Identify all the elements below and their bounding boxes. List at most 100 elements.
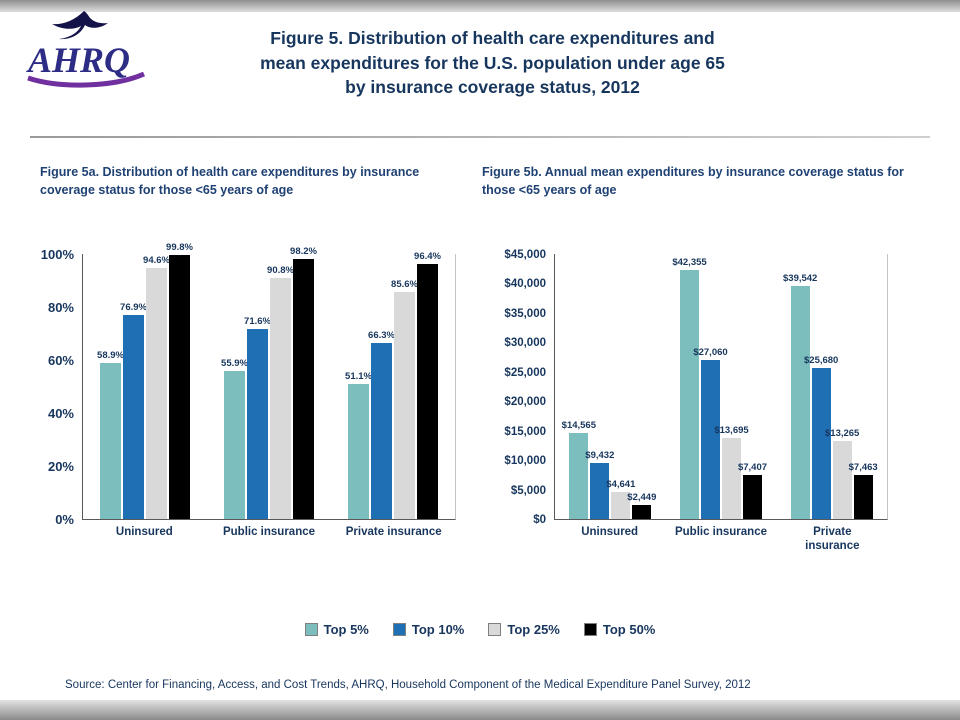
bar-unit: 55.9% xyxy=(221,358,248,519)
bar-value-label: 98.2% xyxy=(290,245,317,257)
bar-value-label: 99.8% xyxy=(166,241,193,253)
bar-top-10 xyxy=(371,343,392,519)
legend-swatch xyxy=(304,623,318,636)
bar-value-label: 71.6% xyxy=(244,316,271,328)
bar-unit: $9,432 xyxy=(585,450,614,519)
y-axis-tick-label: 100% xyxy=(40,247,74,262)
bar-value-label: $4,641 xyxy=(606,478,636,490)
y-axis-tick-label: 80% xyxy=(47,300,74,315)
x-axis-category-label: Public insurance xyxy=(222,526,316,538)
bar-unit: $25,680 xyxy=(804,355,838,519)
figure-5a-subtitle: Figure 5a. Distribution of health care e… xyxy=(40,165,420,198)
category-group: 58.9% 76.9% 94.6% 99.8% xyxy=(83,242,207,519)
header-divider-line xyxy=(30,136,930,138)
figure-title: Figure 5. Distribution of health care ex… xyxy=(200,26,785,100)
ahrq-logo-graphic: AHRQ xyxy=(26,11,146,88)
bar-unit: $27,060 xyxy=(693,347,728,519)
figure-5b-subtitle: Figure 5b. Annual mean expenditures by i… xyxy=(482,165,904,198)
y-axis-tick-label: 0% xyxy=(55,512,74,527)
legend-label: Top 5% xyxy=(323,622,369,637)
bar-top-10 xyxy=(590,463,610,519)
bar-value-label: $14,565 xyxy=(561,420,596,432)
bar-unit: $13,695 xyxy=(714,425,749,519)
bar-value-label: 51.1% xyxy=(345,370,372,382)
x-axis-category-label: Private insurance xyxy=(805,526,860,552)
bar-value-label: $7,463 xyxy=(848,462,878,474)
y-axis-tick-label: $20,000 xyxy=(504,396,546,409)
bottom-gradient-band xyxy=(0,700,960,720)
bar-value-label: 58.9% xyxy=(97,349,124,361)
plot-area: 58.9% 76.9% 94.6% 99.8% 55.9% 71.6% 90.8% 98.2%… xyxy=(82,242,456,520)
bar-unit: 96.4% xyxy=(414,251,441,519)
bar-value-label: $9,432 xyxy=(585,450,615,462)
plot-area: $14,565 $9,432 $4,641 $2,449 $42,355 $27,060 $… xyxy=(554,254,888,520)
bar-unit: $39,542 xyxy=(783,273,817,519)
legend-swatch xyxy=(392,623,406,636)
bar-unit: 99.8% xyxy=(166,242,193,519)
bar-value-label: $27,060 xyxy=(693,346,728,358)
bar-value-label: $2,449 xyxy=(627,491,657,503)
bar-value-label: 55.9% xyxy=(221,357,248,369)
logo-underline-swoosh xyxy=(27,71,146,88)
bar-unit: 51.1% xyxy=(345,371,372,519)
bar-top-10 xyxy=(123,315,144,519)
x-axis-category-label: Private insurance xyxy=(345,526,442,538)
ahrq-wordmark: AHRQ xyxy=(26,40,130,80)
y-axis-tick-label: $0 xyxy=(533,514,546,526)
bar-unit: $14,565 xyxy=(562,420,596,519)
bar-top-10 xyxy=(701,359,720,519)
bar-value-label: 66.3% xyxy=(368,330,395,342)
bar-value-label: 94.6% xyxy=(143,255,170,267)
bar-top-50 xyxy=(417,263,438,519)
bar-top-50 xyxy=(169,254,190,519)
figure-title-line-3: by insurance coverage status, 2012 xyxy=(345,77,640,97)
x-axis: Uninsured Public insurance Private insuran… xyxy=(82,520,456,554)
bar-unit: 98.2% xyxy=(290,246,317,519)
x-axis: Uninsured Public insurance Private insuran… xyxy=(554,520,888,554)
bar-top-10 xyxy=(811,367,831,519)
bar-value-label: 76.9% xyxy=(120,302,147,314)
legend-swatch xyxy=(488,623,502,636)
bar-value-label: $13,265 xyxy=(825,427,860,439)
y-axis-tick-label: $5,000 xyxy=(510,484,546,497)
bar-top-5 xyxy=(348,383,369,519)
bar-top-5 xyxy=(224,370,245,519)
bar-unit: 85.6% xyxy=(391,279,418,519)
bar-top-25 xyxy=(394,292,415,519)
bar-top-25 xyxy=(722,438,741,519)
bar-unit: $4,641 xyxy=(606,479,635,519)
bar-top-50 xyxy=(743,475,762,519)
top-gradient-band xyxy=(0,0,960,12)
category-group: 55.9% 71.6% 90.8% 98.2% xyxy=(207,246,331,519)
y-axis-tick-label: 40% xyxy=(47,406,74,421)
category-group: $14,565 $9,432 $4,641 $2,449 xyxy=(555,254,666,519)
bar-unit: 66.3% xyxy=(368,330,395,519)
legend-item: Top 25% xyxy=(488,622,560,637)
bar-top-5 xyxy=(100,362,121,519)
bar-top-50 xyxy=(632,504,652,519)
y-axis-tick-label: $15,000 xyxy=(504,425,546,438)
bar-value-label: $7,407 xyxy=(737,462,768,474)
bar-value-label: $25,680 xyxy=(804,354,839,366)
y-axis-tick-label: $45,000 xyxy=(504,249,546,261)
bar-unit: $7,407 xyxy=(738,462,767,519)
bar-unit: 90.8% xyxy=(267,265,294,519)
bar-top-25 xyxy=(832,440,852,519)
bar-top-5 xyxy=(790,286,810,519)
ahrq-logo: AHRQ xyxy=(22,8,152,94)
bar-unit: $2,449 xyxy=(627,492,656,519)
legend-item: Top 50% xyxy=(583,622,655,637)
bar-unit: $42,355 xyxy=(672,257,707,519)
bar-top-5 xyxy=(680,269,699,519)
bar-value-label: 85.6% xyxy=(391,279,418,291)
source-note: Source: Center for Financing, Access, an… xyxy=(65,679,751,691)
y-axis-tick-label: $25,000 xyxy=(504,366,546,379)
chart-legend: Top 5% Top 10% Top 25% Top 50% xyxy=(0,622,960,637)
y-axis-tick-label: 60% xyxy=(47,353,74,368)
bar-top-25 xyxy=(270,278,291,519)
bar-value-label: $39,542 xyxy=(783,273,818,285)
y-axis-tick-label: 20% xyxy=(47,459,74,474)
legend-swatch xyxy=(583,623,597,636)
bar-top-5 xyxy=(569,433,589,519)
y-axis-tick-label: $10,000 xyxy=(504,455,546,468)
